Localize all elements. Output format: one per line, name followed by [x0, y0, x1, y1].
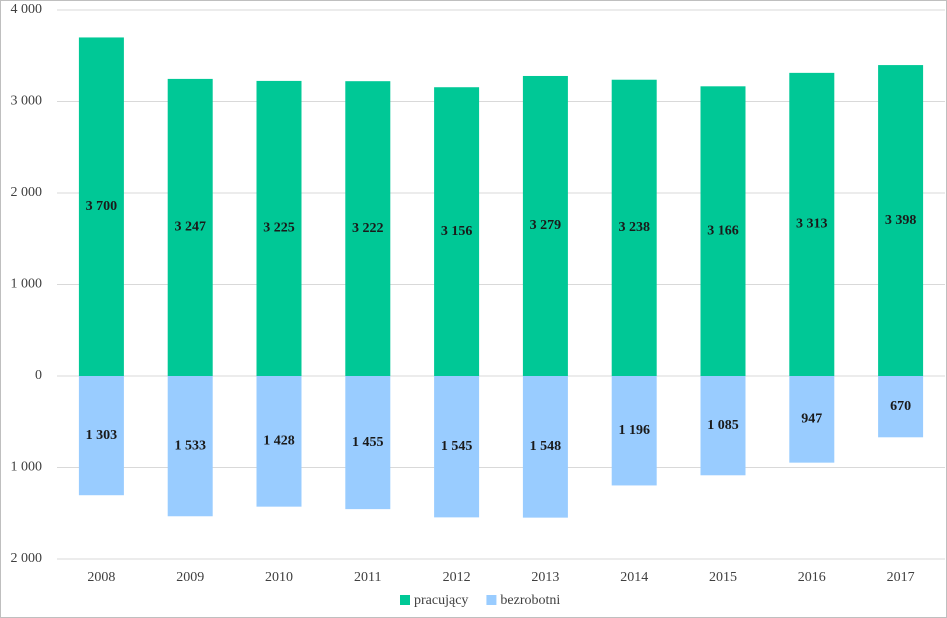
bar: [878, 376, 924, 438]
value-label: 1 545: [441, 439, 473, 454]
x-tick-label: 2015: [709, 570, 737, 585]
y-tick-label: 2 000: [11, 551, 43, 566]
x-tick-label: 2009: [176, 570, 204, 585]
y-tick-label: 0: [35, 368, 42, 383]
value-label: 3 313: [796, 217, 828, 232]
bar: [700, 376, 746, 476]
y-tick-label: 3 000: [11, 94, 43, 109]
bar: [522, 376, 568, 518]
bar: [167, 78, 213, 376]
bar: [522, 75, 568, 376]
bar: [78, 37, 124, 376]
bar: [611, 79, 657, 377]
value-label: 3 238: [618, 220, 650, 235]
value-label: 1 196: [618, 423, 650, 438]
value-label: 1 533: [174, 438, 206, 453]
x-tick-label: 2014: [620, 570, 648, 585]
y-tick-label: 1 000: [11, 277, 43, 292]
bar: [789, 376, 835, 463]
value-label: 3 398: [885, 213, 917, 228]
value-label: 3 225: [263, 221, 295, 236]
legend-label: bezrobotni: [500, 593, 560, 608]
legend-label: pracujący: [414, 593, 468, 608]
value-label: 1 085: [707, 418, 739, 433]
bar: [700, 86, 746, 376]
bar: [78, 376, 124, 496]
value-label: 3 700: [86, 199, 118, 214]
legend-swatch: [400, 595, 410, 605]
x-tick-label: 2013: [531, 570, 559, 585]
x-tick-label: 2017: [887, 570, 915, 585]
x-tick-label: 2011: [354, 570, 381, 585]
bar: [878, 65, 924, 376]
y-tick-label: 4 000: [11, 2, 43, 17]
value-label: 3 222: [352, 221, 384, 236]
value-label: 3 247: [174, 220, 206, 235]
y-tick-label: 1 000: [11, 460, 43, 475]
x-tick-label: 2012: [443, 570, 471, 585]
bar: [256, 376, 302, 507]
legend-swatch: [486, 595, 497, 605]
value-label: 3 279: [530, 218, 562, 233]
value-label: 1 548: [530, 439, 562, 454]
value-label: 1 455: [352, 435, 384, 450]
x-tick-label: 2008: [87, 570, 115, 585]
y-tick-label: 2 000: [11, 185, 43, 200]
bar: [167, 376, 213, 517]
value-label: 1 303: [86, 428, 118, 443]
bar: [434, 376, 480, 518]
value-label: 3 156: [441, 224, 473, 239]
value-label: 3 166: [707, 223, 739, 238]
bar: [256, 80, 302, 376]
bar: [345, 81, 391, 376]
bar: [611, 376, 657, 486]
value-label: 947: [801, 412, 822, 427]
x-tick-label: 2010: [265, 570, 293, 585]
value-label: 1 428: [263, 434, 295, 449]
x-tick-label: 2016: [798, 570, 826, 585]
bar: [789, 72, 835, 376]
value-label: 670: [890, 399, 911, 414]
bar: [345, 376, 391, 510]
bar: [434, 87, 480, 376]
